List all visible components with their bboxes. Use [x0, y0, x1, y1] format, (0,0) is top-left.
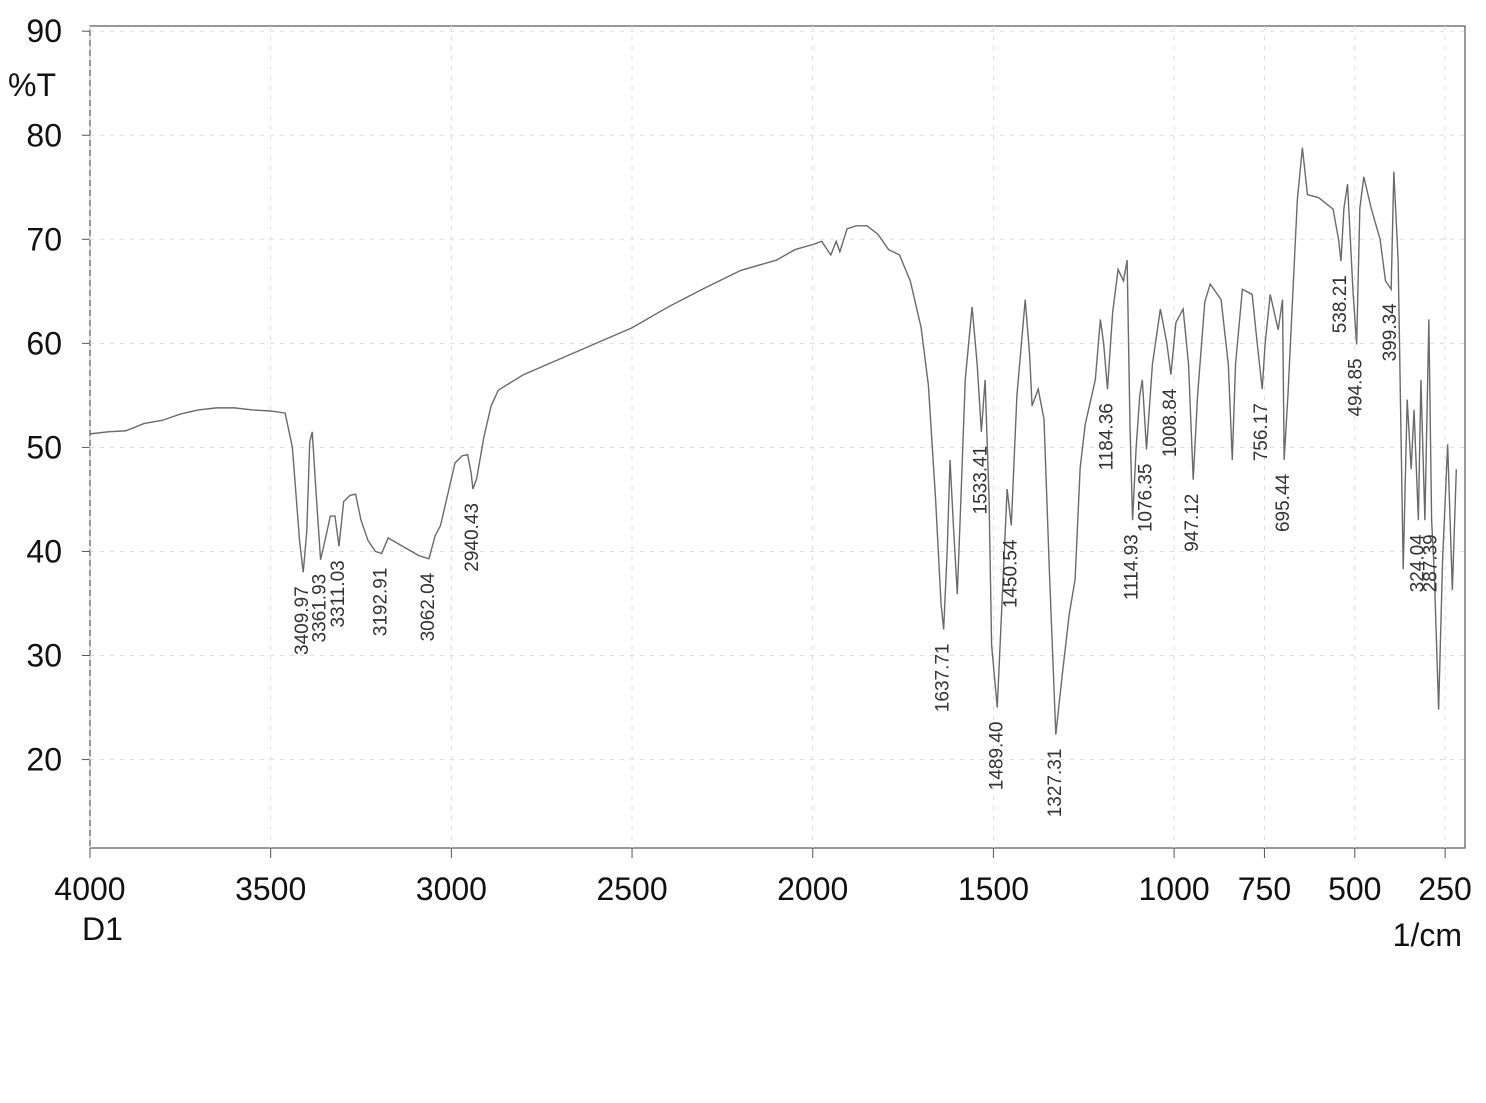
y-tick-label: 40: [26, 533, 62, 569]
x-tick-label: 2000: [777, 871, 848, 907]
peak-label: 1184.36: [1096, 403, 1117, 470]
peak-label: 1489.40: [986, 722, 1007, 791]
x-tick-label: 1500: [958, 871, 1029, 907]
peak-label: 1533.41: [970, 446, 991, 515]
spectrum-line: [89, 147, 1458, 735]
peak-label: 1008.84: [1160, 388, 1181, 457]
y-tick-label: 70: [26, 221, 62, 257]
peak-label: 756.17: [1251, 403, 1272, 461]
peak-label: 287.39: [1421, 534, 1442, 592]
peak-label: 1114.93: [1122, 534, 1143, 600]
y-tick-label: 80: [26, 117, 62, 153]
sample-label: D1: [82, 911, 123, 947]
y-tick-label: 90: [26, 13, 62, 49]
peak-label: 947.12: [1182, 494, 1203, 552]
peak-label: 538.21: [1330, 275, 1351, 333]
x-tick-label: 250: [1418, 871, 1471, 907]
x-tick-label: 4000: [54, 871, 125, 907]
peak-label: 324.04: [1407, 534, 1428, 593]
peak-label: 1450.54: [1000, 539, 1021, 608]
peak-label: 2940.43: [462, 503, 483, 572]
peak-label: 3192.91: [371, 568, 392, 637]
peak-label: 494.85: [1346, 358, 1367, 416]
peak-label: 3311.03: [328, 560, 349, 627]
peak-label: 3409.97: [292, 586, 313, 655]
y-axis-label: %T: [8, 67, 56, 103]
peak-label: 3062.04: [418, 572, 439, 641]
x-tick-label: 1000: [1139, 871, 1210, 907]
peak-label: 695.44: [1273, 473, 1294, 532]
y-tick-label: 60: [26, 325, 62, 361]
x-tick-label: 500: [1328, 871, 1381, 907]
peak-label: 3361.93: [310, 574, 331, 643]
x-tick-label: 2500: [596, 871, 667, 907]
x-tick-label: 3000: [416, 871, 487, 907]
peak-label: 1327.31: [1045, 749, 1066, 818]
x-tick-label: 750: [1238, 871, 1291, 907]
y-tick-label: 50: [26, 429, 62, 465]
peak-label: 399.34: [1380, 303, 1401, 362]
y-tick-label: 30: [26, 638, 62, 674]
y-tick-label: 20: [26, 742, 62, 778]
peak-label: 1637.71: [933, 643, 954, 712]
peak-label: 1076.35: [1136, 463, 1157, 532]
x-tick-label: 3500: [235, 871, 306, 907]
x-axis-label: 1/cm: [1393, 917, 1462, 953]
